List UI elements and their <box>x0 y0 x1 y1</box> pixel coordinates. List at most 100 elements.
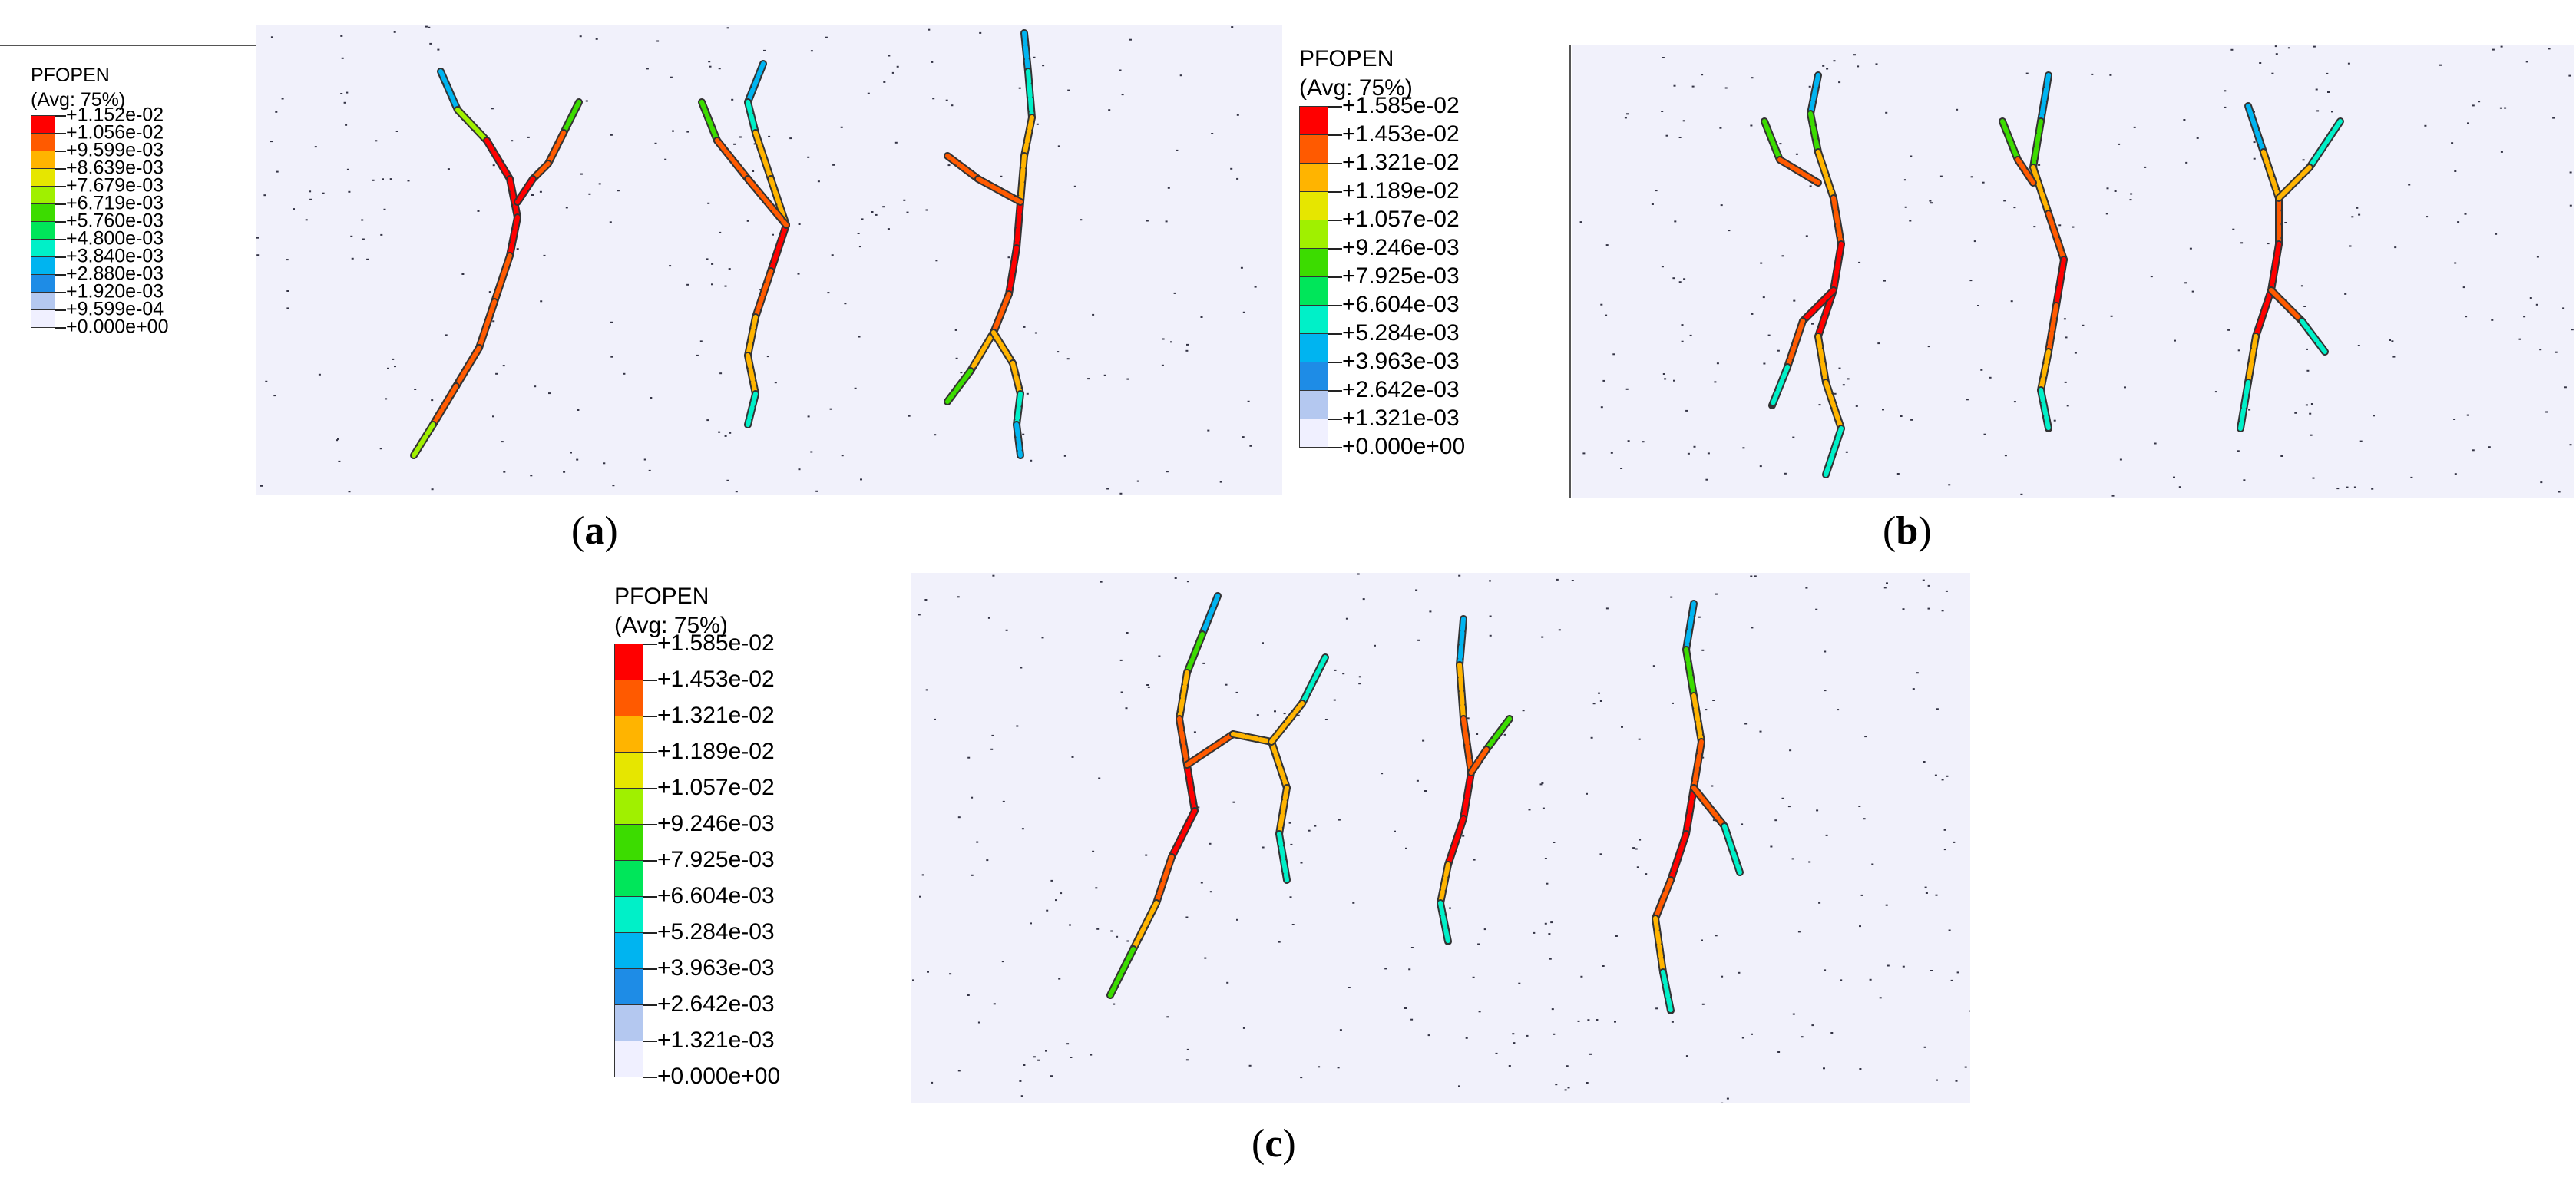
crack-field-b <box>1579 45 2574 497</box>
particle-dot <box>392 358 395 360</box>
particle-dot <box>407 180 410 182</box>
particle-dot <box>488 291 491 293</box>
particle-dot <box>2346 486 2349 488</box>
legend-tick <box>1328 362 1342 363</box>
particle-dot <box>1041 637 1044 639</box>
particle-dot <box>461 273 465 275</box>
particle-dot <box>718 431 721 433</box>
particle-dot <box>1528 809 1531 811</box>
particle-dot <box>1886 582 1888 584</box>
particle-dot <box>1930 970 1933 971</box>
particle-dot <box>2064 381 2067 383</box>
particle-dot <box>1185 1059 1189 1061</box>
particle-dot <box>1701 939 1703 941</box>
particle-dot <box>1066 1043 1070 1045</box>
legend-a: PFOPEN (Avg: 75%) +1.152e-02 +1.056e-02 +9… <box>31 63 168 338</box>
particle-dot <box>2356 207 2359 209</box>
particle-dot <box>1553 1033 1556 1035</box>
particle-dot <box>501 441 504 443</box>
particle-dot <box>389 178 392 180</box>
particle-dot <box>1811 323 1814 325</box>
particle-dot <box>912 979 914 981</box>
particle-dot <box>1600 303 1603 306</box>
particle-dot <box>1818 404 1821 406</box>
legend-variable: PFOPEN <box>614 584 709 609</box>
particle-dot <box>2253 141 2256 144</box>
particle-dot <box>1467 717 1470 720</box>
legend-tick-label: +3.963e-03 <box>657 955 775 981</box>
legend-swatch <box>1299 390 1328 419</box>
legend-tick-label: +1.056e-02 <box>66 121 164 144</box>
particle-dot <box>1465 1037 1468 1039</box>
particle-dot <box>894 141 898 144</box>
particle-dot <box>1682 120 1685 122</box>
particle-dot <box>1887 964 1890 967</box>
particle-dot <box>387 367 389 369</box>
particle-dot <box>2124 386 2126 389</box>
crack-segment <box>546 131 566 166</box>
particle-dot <box>1902 608 1905 610</box>
particle-dot <box>1489 580 1491 582</box>
crack-segment <box>1484 716 1512 752</box>
particle-dot <box>1290 843 1293 845</box>
particle-dot <box>2535 303 2538 306</box>
particle-dot <box>1632 847 1635 849</box>
particle-dot <box>348 190 351 193</box>
crack-segment <box>715 138 750 181</box>
particle-dot <box>1119 69 1122 71</box>
legend-swatch <box>1299 191 1328 220</box>
particle-dot <box>949 973 952 975</box>
particle-dot <box>1777 1051 1781 1053</box>
particle-dot <box>1598 692 1600 694</box>
particle-dot <box>379 448 382 450</box>
crack-segment <box>976 177 1023 204</box>
particle-dot <box>1256 714 1259 716</box>
particle-dot <box>1673 379 1675 382</box>
particle-dot <box>1655 190 1658 192</box>
caption-c: (c) <box>1252 1122 1296 1166</box>
particle-dot <box>1357 573 1360 575</box>
particle-dot <box>1023 326 1026 328</box>
particle-dot <box>1751 77 1754 79</box>
particle-dot <box>1300 862 1303 864</box>
particle-dot <box>903 199 906 201</box>
particle-dot <box>971 874 974 876</box>
particle-dot <box>1655 1007 1658 1010</box>
particle-dot <box>947 164 951 167</box>
particle-dot <box>1026 392 1029 395</box>
particle-dot <box>610 134 613 136</box>
particle-dot <box>1621 726 1623 728</box>
crack-segment <box>431 384 458 427</box>
particle-dot <box>746 220 749 222</box>
particle-dot <box>1789 749 1792 752</box>
particle-dot <box>1069 924 1071 926</box>
legend-tick-label: +3.840e-03 <box>66 245 164 267</box>
particle-dot <box>491 108 494 110</box>
particle-dot <box>857 233 860 234</box>
particle-dot <box>1805 587 1808 589</box>
particle-dot <box>992 574 995 577</box>
particle-dot <box>2184 282 2187 284</box>
particle-dot <box>2467 122 2469 124</box>
particle-dot <box>1458 574 1461 577</box>
legend-swatch <box>31 292 55 310</box>
particle-dot <box>2013 207 2016 209</box>
particle-dot <box>1824 969 1827 971</box>
particle-dot <box>993 1003 996 1005</box>
particle-dot <box>1830 1032 1834 1034</box>
legend-tick <box>55 274 66 276</box>
particle-dot <box>810 50 813 52</box>
legend-tick-label: +1.189e-02 <box>1342 178 1460 203</box>
particle-dot <box>1808 85 1811 88</box>
particle-dot <box>1871 863 1874 865</box>
particle-dot <box>2082 324 2085 326</box>
particle-dot <box>1513 1042 1516 1044</box>
particle-dot <box>2536 256 2539 258</box>
particle-dot <box>1842 384 1845 386</box>
particle-dot <box>1417 639 1420 641</box>
particle-dot <box>1801 1036 1804 1038</box>
legend-tick-label: +7.925e-03 <box>657 847 775 872</box>
particle-dot <box>1002 800 1005 802</box>
particle-dot <box>1518 982 1521 984</box>
particle-dot <box>2066 405 2069 407</box>
